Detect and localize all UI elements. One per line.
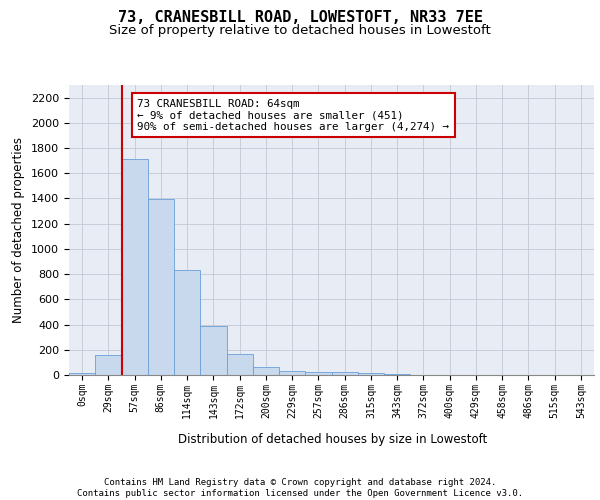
Bar (358, 373, 384, 375)
Text: 73 CRANESBILL ROAD: 64sqm
← 9% of detached houses are smaller (451)
90% of semi-: 73 CRANESBILL ROAD: 64sqm ← 9% of detach… (137, 99, 449, 132)
Y-axis label: Number of detached properties: Number of detached properties (13, 137, 25, 323)
Bar (174, 270, 200, 375)
Bar (69, 373, 95, 375)
Bar (200, 326, 227, 375)
Text: Size of property relative to detached houses in Lowestoft: Size of property relative to detached ho… (109, 24, 491, 37)
Text: Contains HM Land Registry data © Crown copyright and database right 2024.
Contai: Contains HM Land Registry data © Crown c… (77, 478, 523, 498)
Bar (148, 199, 174, 375)
Bar (227, 354, 253, 375)
Text: Distribution of detached houses by size in Lowestoft: Distribution of detached houses by size … (178, 432, 488, 446)
Bar (95, 355, 121, 375)
Text: 73, CRANESBILL ROAD, LOWESTOFT, NR33 7EE: 73, CRANESBILL ROAD, LOWESTOFT, NR33 7EE (118, 10, 482, 25)
Bar (305, 372, 331, 375)
Bar (331, 372, 358, 375)
Bar (121, 160, 148, 375)
Bar (384, 374, 410, 375)
Bar (279, 371, 305, 375)
Bar (253, 367, 279, 375)
